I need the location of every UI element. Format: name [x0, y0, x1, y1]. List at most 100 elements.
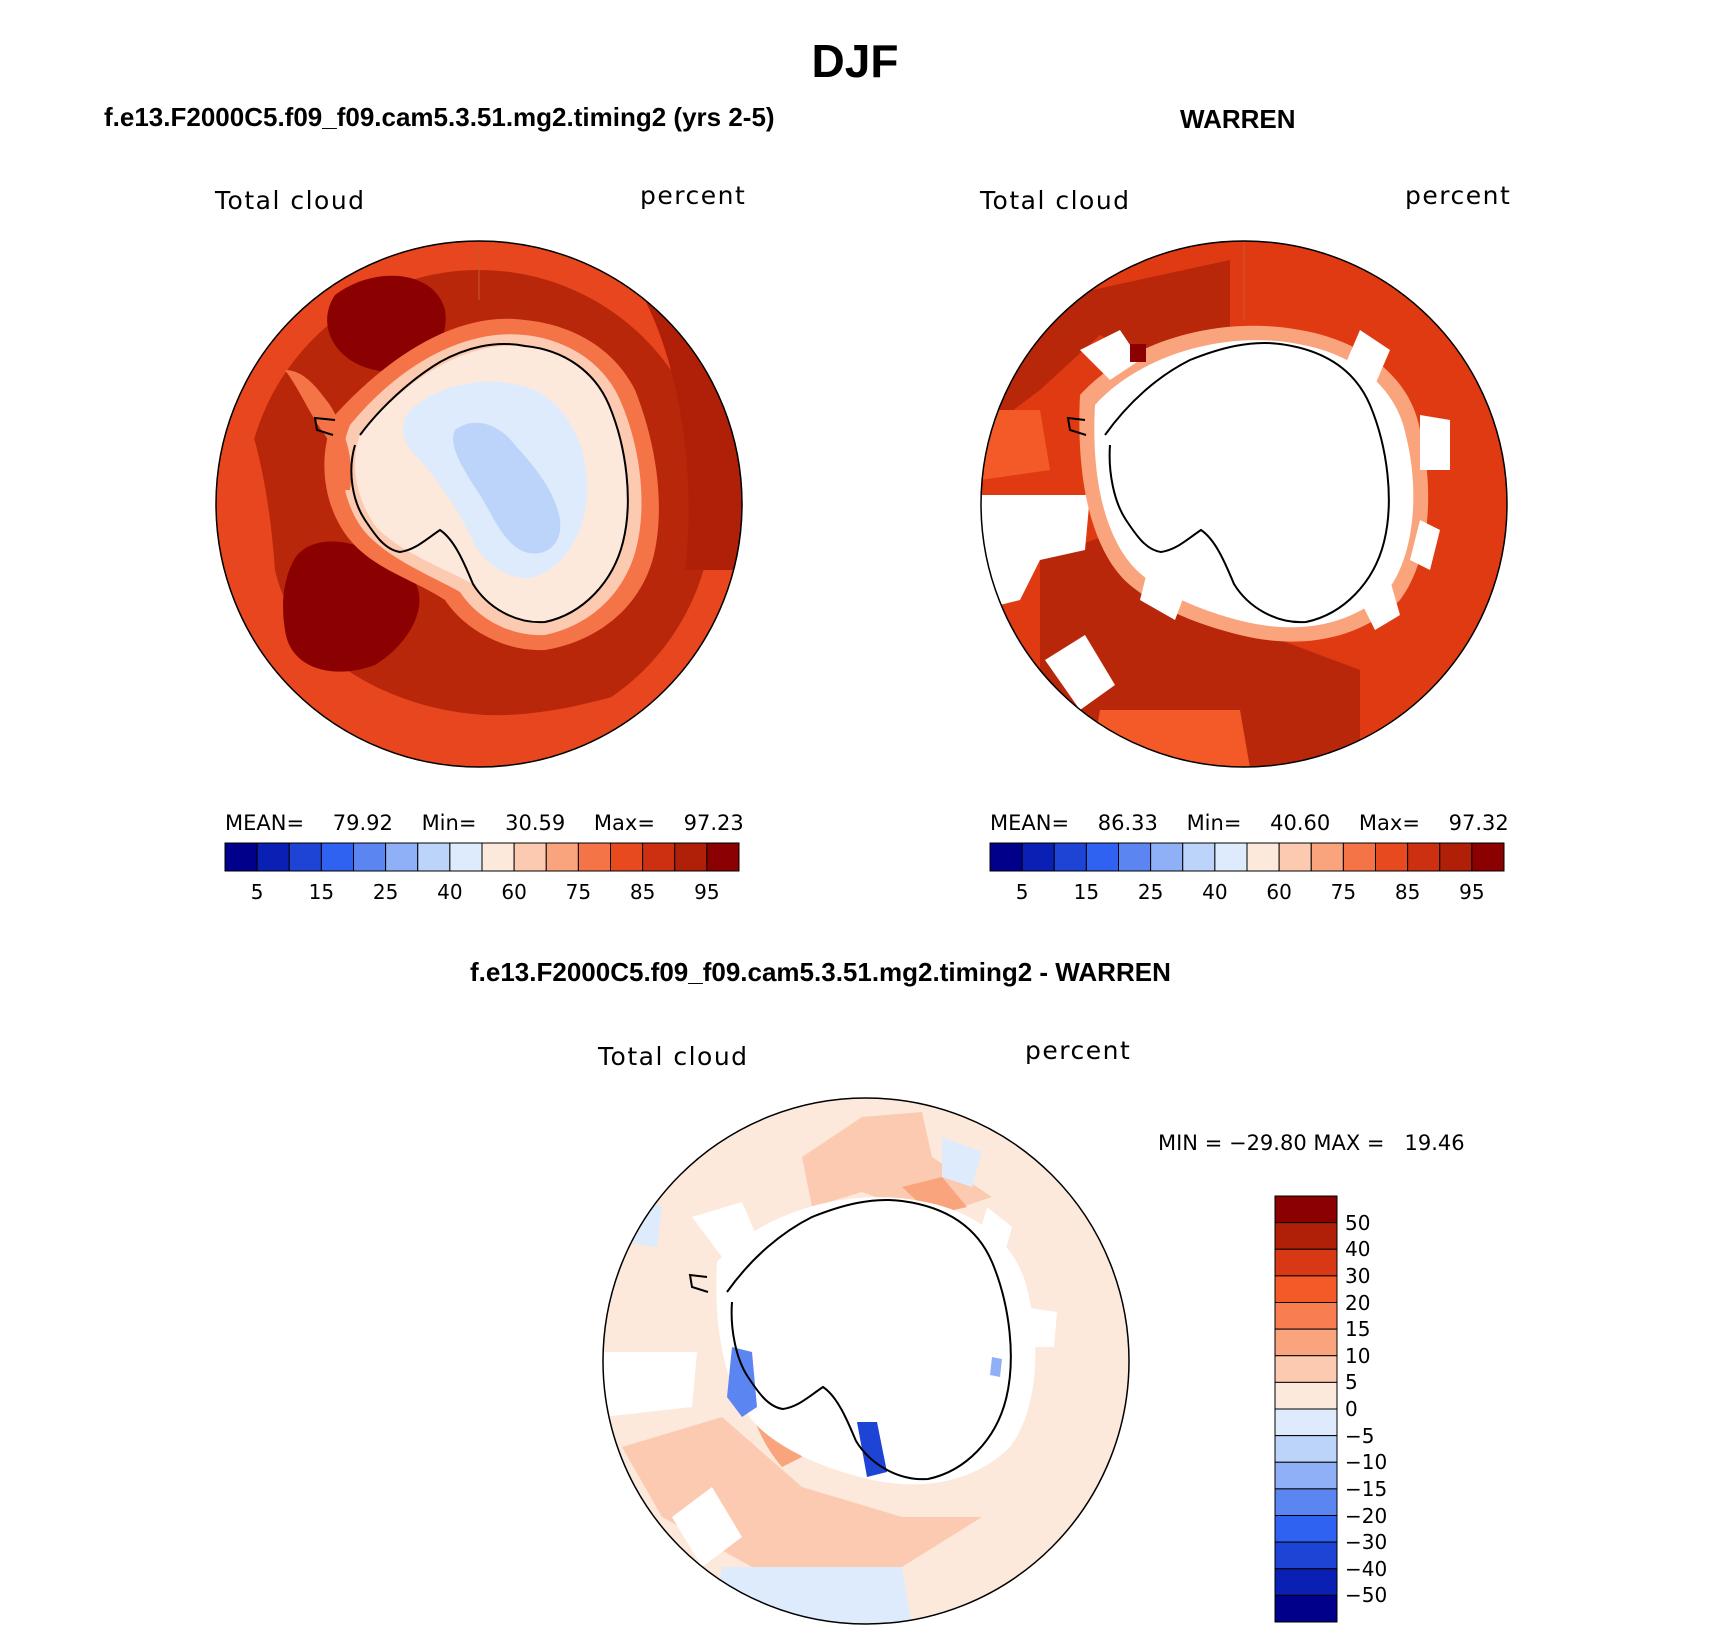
notch-1	[1080, 330, 1140, 380]
colorbar-tick-label: 15	[308, 880, 335, 904]
colorbar-swatch	[417, 842, 451, 872]
max-value: 97.32	[1448, 811, 1509, 835]
panel-diff-colorbar	[1274, 1195, 1338, 1623]
colorbar-swatch	[1274, 1248, 1338, 1277]
colorbar-swatch	[1150, 842, 1184, 872]
panel-diff-units-label: percent	[1025, 1036, 1132, 1065]
colorbar-swatch	[1274, 1568, 1338, 1596]
min-label: Min=	[1186, 811, 1242, 835]
panel-model-colorbar	[224, 842, 740, 872]
notch-3	[1022, 1307, 1057, 1347]
colorbar-swatch	[1274, 1594, 1338, 1623]
colorbar-tick-label: 40	[1202, 880, 1228, 904]
light-sector-west	[981, 410, 1050, 480]
positive-spot-1	[902, 1177, 967, 1215]
colorbar-swatch	[1118, 842, 1152, 872]
light-sector-south	[1090, 710, 1250, 767]
antarctica-no-data	[1094, 340, 1414, 628]
colorbar-tick-label: 0	[1345, 1397, 1358, 1421]
colorbar-swatch	[1246, 842, 1280, 872]
missing-data-west	[981, 495, 1090, 610]
panel-obs-header: WARREN	[1180, 104, 1296, 134]
missing-data-west	[603, 1352, 697, 1417]
colorbar-swatch	[1407, 842, 1441, 872]
colorbar-swatch	[385, 842, 419, 872]
peninsula-band	[285, 370, 352, 490]
panel-model-polar-map	[215, 240, 743, 768]
dark-sector-south	[1040, 530, 1360, 767]
colorbar-swatch	[353, 842, 387, 872]
colorbar-tick-label: −30	[1345, 1530, 1388, 1555]
colorbar-tick-label: 5	[1015, 880, 1029, 904]
negative-band-northeast	[942, 1137, 982, 1187]
negative-band-west	[622, 1187, 662, 1247]
panel-obs-units-label: percent	[1405, 181, 1512, 210]
min-label: Min=	[421, 811, 477, 835]
colorbar-tick-label: 85	[629, 880, 656, 904]
colorbar-swatch	[1085, 842, 1119, 872]
colorbar-tick-label: −50	[1345, 1583, 1388, 1608]
colorbar-swatch	[1375, 842, 1409, 872]
antarctica-coastline	[1066, 341, 1390, 624]
colorbar-tick-label: 60	[501, 880, 527, 904]
colorbar-swatch	[1274, 1515, 1338, 1543]
colorbar-swatch	[288, 842, 322, 872]
min-value: 30.59	[505, 811, 566, 835]
colorbar-swatch	[224, 842, 258, 872]
colorbar-tick-label: 95	[1459, 880, 1485, 904]
colorbar-tick-label: 50	[1345, 1210, 1371, 1235]
panel-diff-minmax: MIN = −29.80 MAX = 19.46	[1158, 1131, 1465, 1155]
colorbar-swatch	[1274, 1328, 1338, 1357]
panel-obs-colorbar	[989, 842, 1505, 872]
colorbar-swatch	[1471, 842, 1505, 872]
colorbar-swatch	[1274, 1195, 1338, 1224]
max-label: Max=	[1358, 811, 1420, 835]
colorbar-swatch	[610, 842, 644, 872]
max-cloud-patch	[1130, 344, 1146, 362]
colorbar-swatch	[320, 842, 354, 872]
notch-1	[692, 1202, 757, 1257]
colorbar-swatch	[449, 842, 483, 872]
map-border	[215, 240, 743, 768]
notch-4	[1410, 520, 1440, 570]
max-cloud-blob-south	[283, 541, 420, 672]
panel-model-field-label: Total cloud	[215, 186, 366, 215]
colorbar-swatch	[513, 842, 547, 872]
panel-obs-colorbar-ticks: 5 15 25 40 60 75 85 95	[990, 880, 1504, 906]
colorbar-swatch	[1274, 1408, 1338, 1437]
notch-3	[1420, 415, 1450, 470]
colorbar-swatch	[706, 842, 740, 872]
colorbar-tick-label: 40	[437, 880, 463, 904]
panel-obs-stats: MEAN= 86.33 Min= 40.60 Max= 97.32	[990, 811, 1509, 835]
missing-data-south	[672, 1487, 742, 1567]
colorbar-tick-label: −20	[1345, 1503, 1388, 1528]
colorbar-tick-label: 15	[1345, 1317, 1371, 1342]
panel-model-stats: MEAN= 79.92 Min= 30.59 Max= 97.23	[225, 811, 744, 835]
notch-6	[1140, 560, 1190, 620]
colorbar-swatch	[1274, 1302, 1338, 1330]
colorbar-swatch	[1274, 1381, 1338, 1410]
colorbar-tick-label: 40	[1345, 1237, 1371, 1262]
colorbar-tick-label: 60	[1266, 880, 1292, 904]
panel-model-colorbar-ticks: 5 15 25 40 60 75 85 95	[225, 880, 739, 906]
mean-label: MEAN=	[990, 811, 1070, 835]
colorbar-swatch	[1274, 1355, 1338, 1383]
panel-model-units-label: percent	[640, 181, 747, 210]
max-value: 97.23	[683, 811, 744, 835]
colorbar-swatch	[1021, 842, 1055, 872]
colorbar-swatch	[1278, 842, 1312, 872]
antarctica-coastline	[313, 343, 629, 624]
negative-coastal-1	[727, 1347, 757, 1417]
antarctica-coastline	[688, 1198, 1012, 1481]
map-border	[980, 240, 1508, 768]
colorbar-tick-label: 5	[1345, 1370, 1358, 1395]
panel-diff-polar-map	[602, 1097, 1130, 1625]
colorbar-swatch	[1182, 842, 1216, 872]
colorbar-swatch	[1274, 1275, 1338, 1303]
panel-obs-polar-map	[980, 240, 1508, 768]
colorbar-tick-label: −10	[1345, 1450, 1388, 1475]
colorbar-tick-label: −5	[1345, 1423, 1375, 1448]
mean-value: 86.33	[1097, 811, 1158, 835]
colorbar-tick-label: 5	[250, 880, 264, 904]
colorbar-tick-label: 25	[372, 880, 399, 904]
